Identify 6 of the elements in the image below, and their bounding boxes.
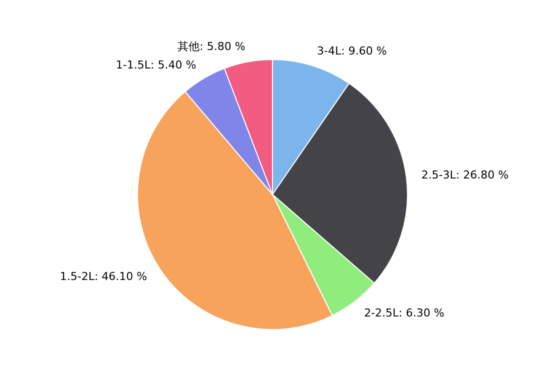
slice-label: 1-1.5L: 5.40 % [116,58,196,72]
slice-label: 1.5-2L: 46.10 % [60,270,148,283]
slice-label: 2-2.5L: 6.30 % [364,306,444,320]
slice-label: 3-4L: 9.60 % [317,44,387,58]
slice-label: 其他: 5.80 % [178,40,246,53]
slice-label: 2.5-3L: 26.80 % [421,168,509,182]
